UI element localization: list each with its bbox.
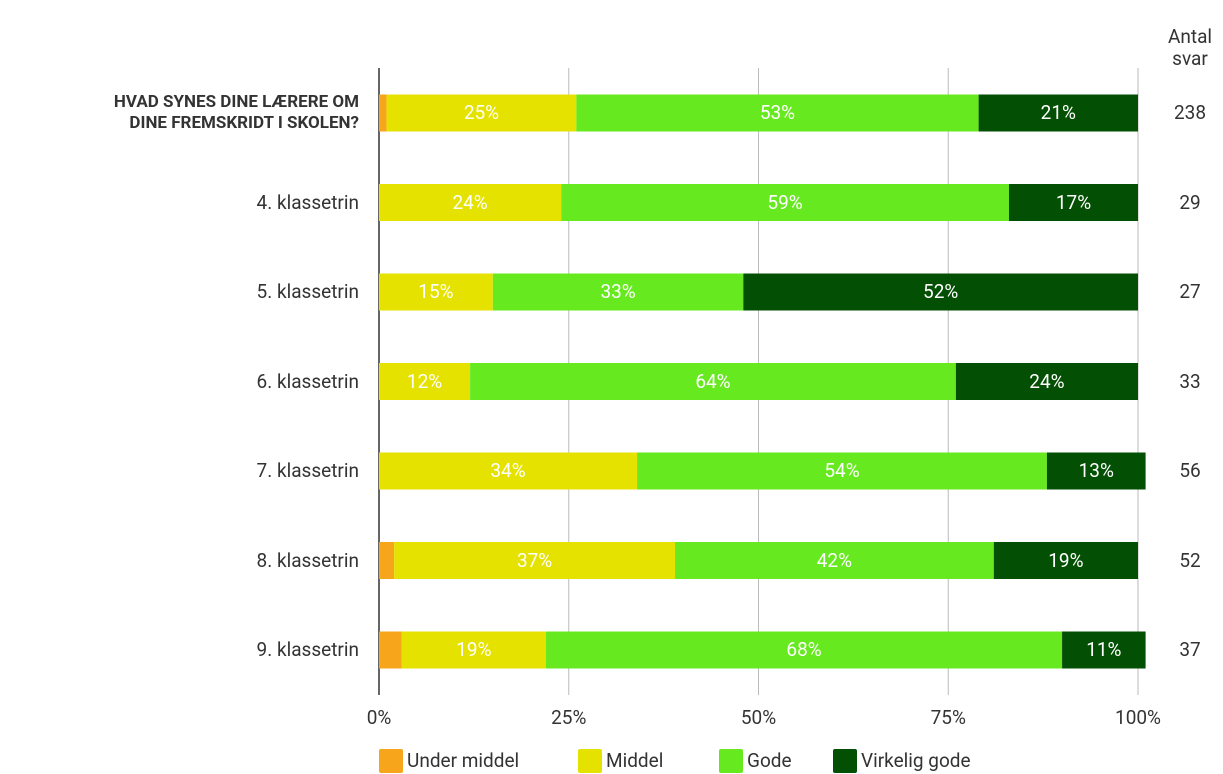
category-label: 5. klassetrin <box>256 280 359 303</box>
category-label: HVAD SYNES DINE LÆRERE OM DINE FREMSKRID… <box>113 92 359 133</box>
bar-segment <box>379 631 402 669</box>
bar-segment <box>379 452 638 490</box>
category-label: 6. klassetrin <box>256 369 359 393</box>
value-label: 17% <box>1055 190 1092 214</box>
bar-segment <box>637 452 1047 490</box>
legend-label: Virkelig gode <box>861 749 971 772</box>
bar-segment <box>470 363 956 400</box>
bar-segment <box>576 94 979 132</box>
count-label: 238 <box>1173 101 1207 124</box>
bar-segment <box>561 184 1009 221</box>
x-tick-label: 0% <box>366 706 392 729</box>
bar-segment <box>545 631 1063 669</box>
value-label: 68% <box>786 638 822 661</box>
bar-segment <box>675 542 994 579</box>
bar-segment <box>379 273 493 311</box>
category-label: 7. klassetrin <box>256 459 359 482</box>
x-tick-label: 100% <box>1115 706 1161 729</box>
bar-segment <box>492 273 744 311</box>
value-label: 19% <box>1048 548 1084 572</box>
count-label: 37 <box>1179 638 1201 661</box>
value-label: 64% <box>695 369 731 393</box>
bar-segment <box>1008 184 1138 221</box>
value-label: 52% <box>923 280 959 303</box>
category-label: 8. klassetrin <box>256 548 359 572</box>
bar-segment <box>993 542 1138 579</box>
count-label: 56 <box>1179 459 1201 482</box>
bar-segment <box>1046 452 1146 490</box>
value-label: 15% <box>418 280 454 303</box>
legend-swatch <box>719 749 743 773</box>
value-label: 21% <box>1040 101 1076 124</box>
bar-segment <box>394 542 676 579</box>
legend-label: Middel <box>606 749 664 772</box>
value-label: 54% <box>824 459 860 482</box>
x-tick-label: 50% <box>740 706 777 729</box>
legend-swatch <box>379 749 403 773</box>
bar-segment <box>379 542 395 579</box>
legend-label: Gode <box>747 749 792 772</box>
category-label: 4. klassetrin <box>256 190 359 214</box>
bar-segment <box>978 94 1138 132</box>
value-label: 13% <box>1078 459 1114 482</box>
value-label: 37% <box>516 548 553 572</box>
category-label: 9. klassetrin <box>256 638 359 661</box>
value-label: 33% <box>600 280 636 303</box>
bar-segment <box>743 273 1138 311</box>
value-label: 25% <box>463 101 500 124</box>
value-label: 19% <box>456 638 492 661</box>
count-label: 29 <box>1179 190 1201 214</box>
count-label: 27 <box>1179 280 1201 303</box>
value-label: 59% <box>767 190 803 214</box>
bar-segment <box>401 631 546 669</box>
count-title: Antal svar <box>1167 25 1213 70</box>
x-tick-label: 75% <box>930 706 966 729</box>
value-label: 24% <box>452 190 488 214</box>
value-label: 53% <box>759 101 796 124</box>
value-label: 24% <box>1029 369 1065 393</box>
bar-segment <box>955 363 1138 400</box>
legend-label: Under middel <box>407 749 520 772</box>
count-label: 52 <box>1179 548 1201 572</box>
bar-segment <box>379 363 471 400</box>
count-label: 33 <box>1179 369 1201 393</box>
value-label: 11% <box>1086 638 1122 661</box>
bar-segment <box>379 184 562 221</box>
legend-swatch <box>578 749 602 773</box>
value-label: 12% <box>406 369 443 393</box>
bar-segment <box>1062 631 1146 669</box>
value-label: 42% <box>816 548 853 572</box>
value-label: 34% <box>490 459 526 482</box>
bar-segment <box>379 94 387 132</box>
bar-segment <box>386 94 577 132</box>
x-tick-label: 25% <box>551 706 587 729</box>
legend-swatch <box>833 749 857 773</box>
